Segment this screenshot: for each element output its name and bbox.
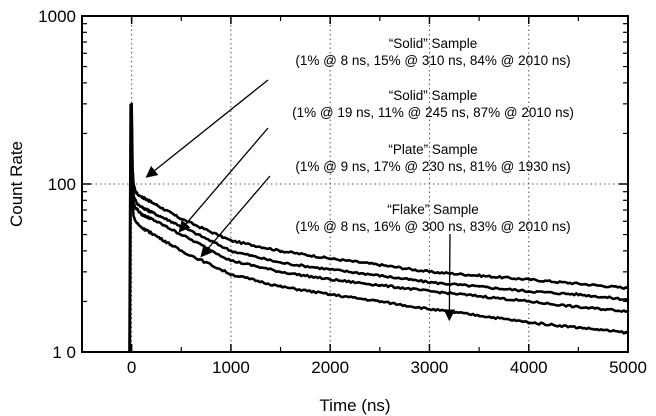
annotation-arrow: [443, 233, 456, 322]
x-axis-label: Time (ns): [319, 396, 390, 415]
series-3-point: [180, 233, 183, 236]
annotation-detail: (1% @ 19 ns, 11% @ 245 ns, 87% @ 2010 ns…: [292, 105, 574, 120]
series-1-point: [577, 282, 580, 285]
series-3-point: [150, 217, 153, 221]
x-tick-label: 4000: [510, 358, 548, 377]
series-4-point: [279, 285, 282, 288]
series-3-point: [577, 305, 580, 309]
x-tick-label: 1000: [212, 358, 250, 377]
x-tick-label: 5000: [609, 358, 647, 377]
series-3-point: [428, 290, 431, 293]
annotation-arrow: [145, 79, 269, 178]
series-3-point: [477, 294, 481, 298]
y-axis-label: Count Rate: [7, 141, 26, 227]
annotation-arrow: [200, 175, 271, 258]
series-4-point: [527, 321, 530, 324]
series-4-point: [229, 273, 233, 276]
series-3-point: [279, 270, 282, 274]
series-1-point: [378, 263, 382, 267]
series-4-point: [131, 203, 134, 207]
series-3-point: [527, 300, 530, 303]
annotation-detail: (1% @ 8 ns, 15% @ 310 ns, 84% @ 2010 ns): [295, 53, 570, 68]
series-4-point: [140, 226, 143, 229]
x-tick-label: 2000: [311, 358, 349, 377]
series-4-point: [136, 222, 139, 225]
series-4-point: [477, 314, 481, 317]
series-1-point: [180, 217, 183, 221]
series-3-point: [134, 206, 137, 210]
x-tick-label: 3000: [411, 358, 449, 377]
rise-edge: [128, 103, 133, 353]
series-2-point: [134, 199, 137, 202]
series-4-point: [180, 249, 183, 253]
data-series: [128, 102, 630, 353]
series-3-point: [136, 208, 139, 212]
series-1-point: [150, 200, 153, 204]
series-1-point: [477, 274, 481, 277]
series-4-point: [577, 326, 580, 329]
series-4-point: [328, 293, 332, 296]
series-1-point: [140, 195, 143, 198]
x-tick-label: 0: [127, 358, 136, 377]
series-2-point: [477, 285, 481, 288]
annotation-title: “Solid” Sample: [389, 88, 478, 103]
series-2-point: [136, 202, 139, 206]
series-2-point: [180, 225, 183, 228]
annotations: “Solid” Sample (1% @ 8 ns, 15% @ 310 ns, …: [145, 36, 574, 322]
series-3-point: [328, 278, 332, 281]
series-3-point: [229, 259, 233, 262]
y-tick-label: 1000: [38, 7, 76, 26]
series-3-point: [378, 283, 382, 287]
annotation-title: “Flake” Sample: [387, 202, 479, 217]
series-2-point: [527, 290, 530, 293]
y-tick-label: 100: [48, 175, 76, 194]
series-2-point: [378, 274, 382, 277]
series-2-point: [279, 261, 282, 264]
series-4-point: [428, 307, 431, 311]
series-1-point: [527, 278, 530, 281]
annotation-detail: (1% @ 9 ns, 17% @ 230 ns, 81% @ 1930 ns): [295, 159, 570, 174]
annotation-title: “Solid” Sample: [389, 36, 478, 51]
series-4-line: [130, 145, 629, 335]
series-2-point: [150, 210, 153, 214]
series-1-point: [279, 249, 282, 253]
series-4-point: [134, 220, 137, 223]
series-1-line: [130, 103, 629, 291]
series-1-point: [136, 192, 139, 196]
series-4-point: [150, 231, 153, 235]
series-2-line: [130, 120, 629, 302]
series-2-point: [428, 281, 431, 284]
series-3-point: [140, 213, 143, 216]
series-1-point: [328, 257, 332, 260]
annotation-detail: (1% @ 8 ns, 16% @ 300 ns, 83% @ 2010 ns): [295, 219, 570, 234]
series-3-line: [130, 133, 629, 314]
series-2-point: [577, 293, 580, 296]
grid: [82, 16, 628, 352]
series-2-point: [328, 268, 332, 271]
series-4-point: [378, 300, 382, 303]
series-1-point: [229, 239, 233, 242]
y-tick-label: 1 0: [52, 343, 76, 362]
series-2-point: [229, 249, 233, 253]
series-1-point: [428, 270, 431, 274]
ticks: 0 1000 2000 3000 4000 5000 1 0 100 1000: [38, 7, 647, 377]
series-2-point: [140, 205, 143, 209]
series-4-point: [132, 215, 135, 218]
annotation-title: “Plate” Sample: [388, 142, 477, 157]
annotation-arrow: [178, 127, 269, 233]
series-1-point: [134, 190, 137, 193]
